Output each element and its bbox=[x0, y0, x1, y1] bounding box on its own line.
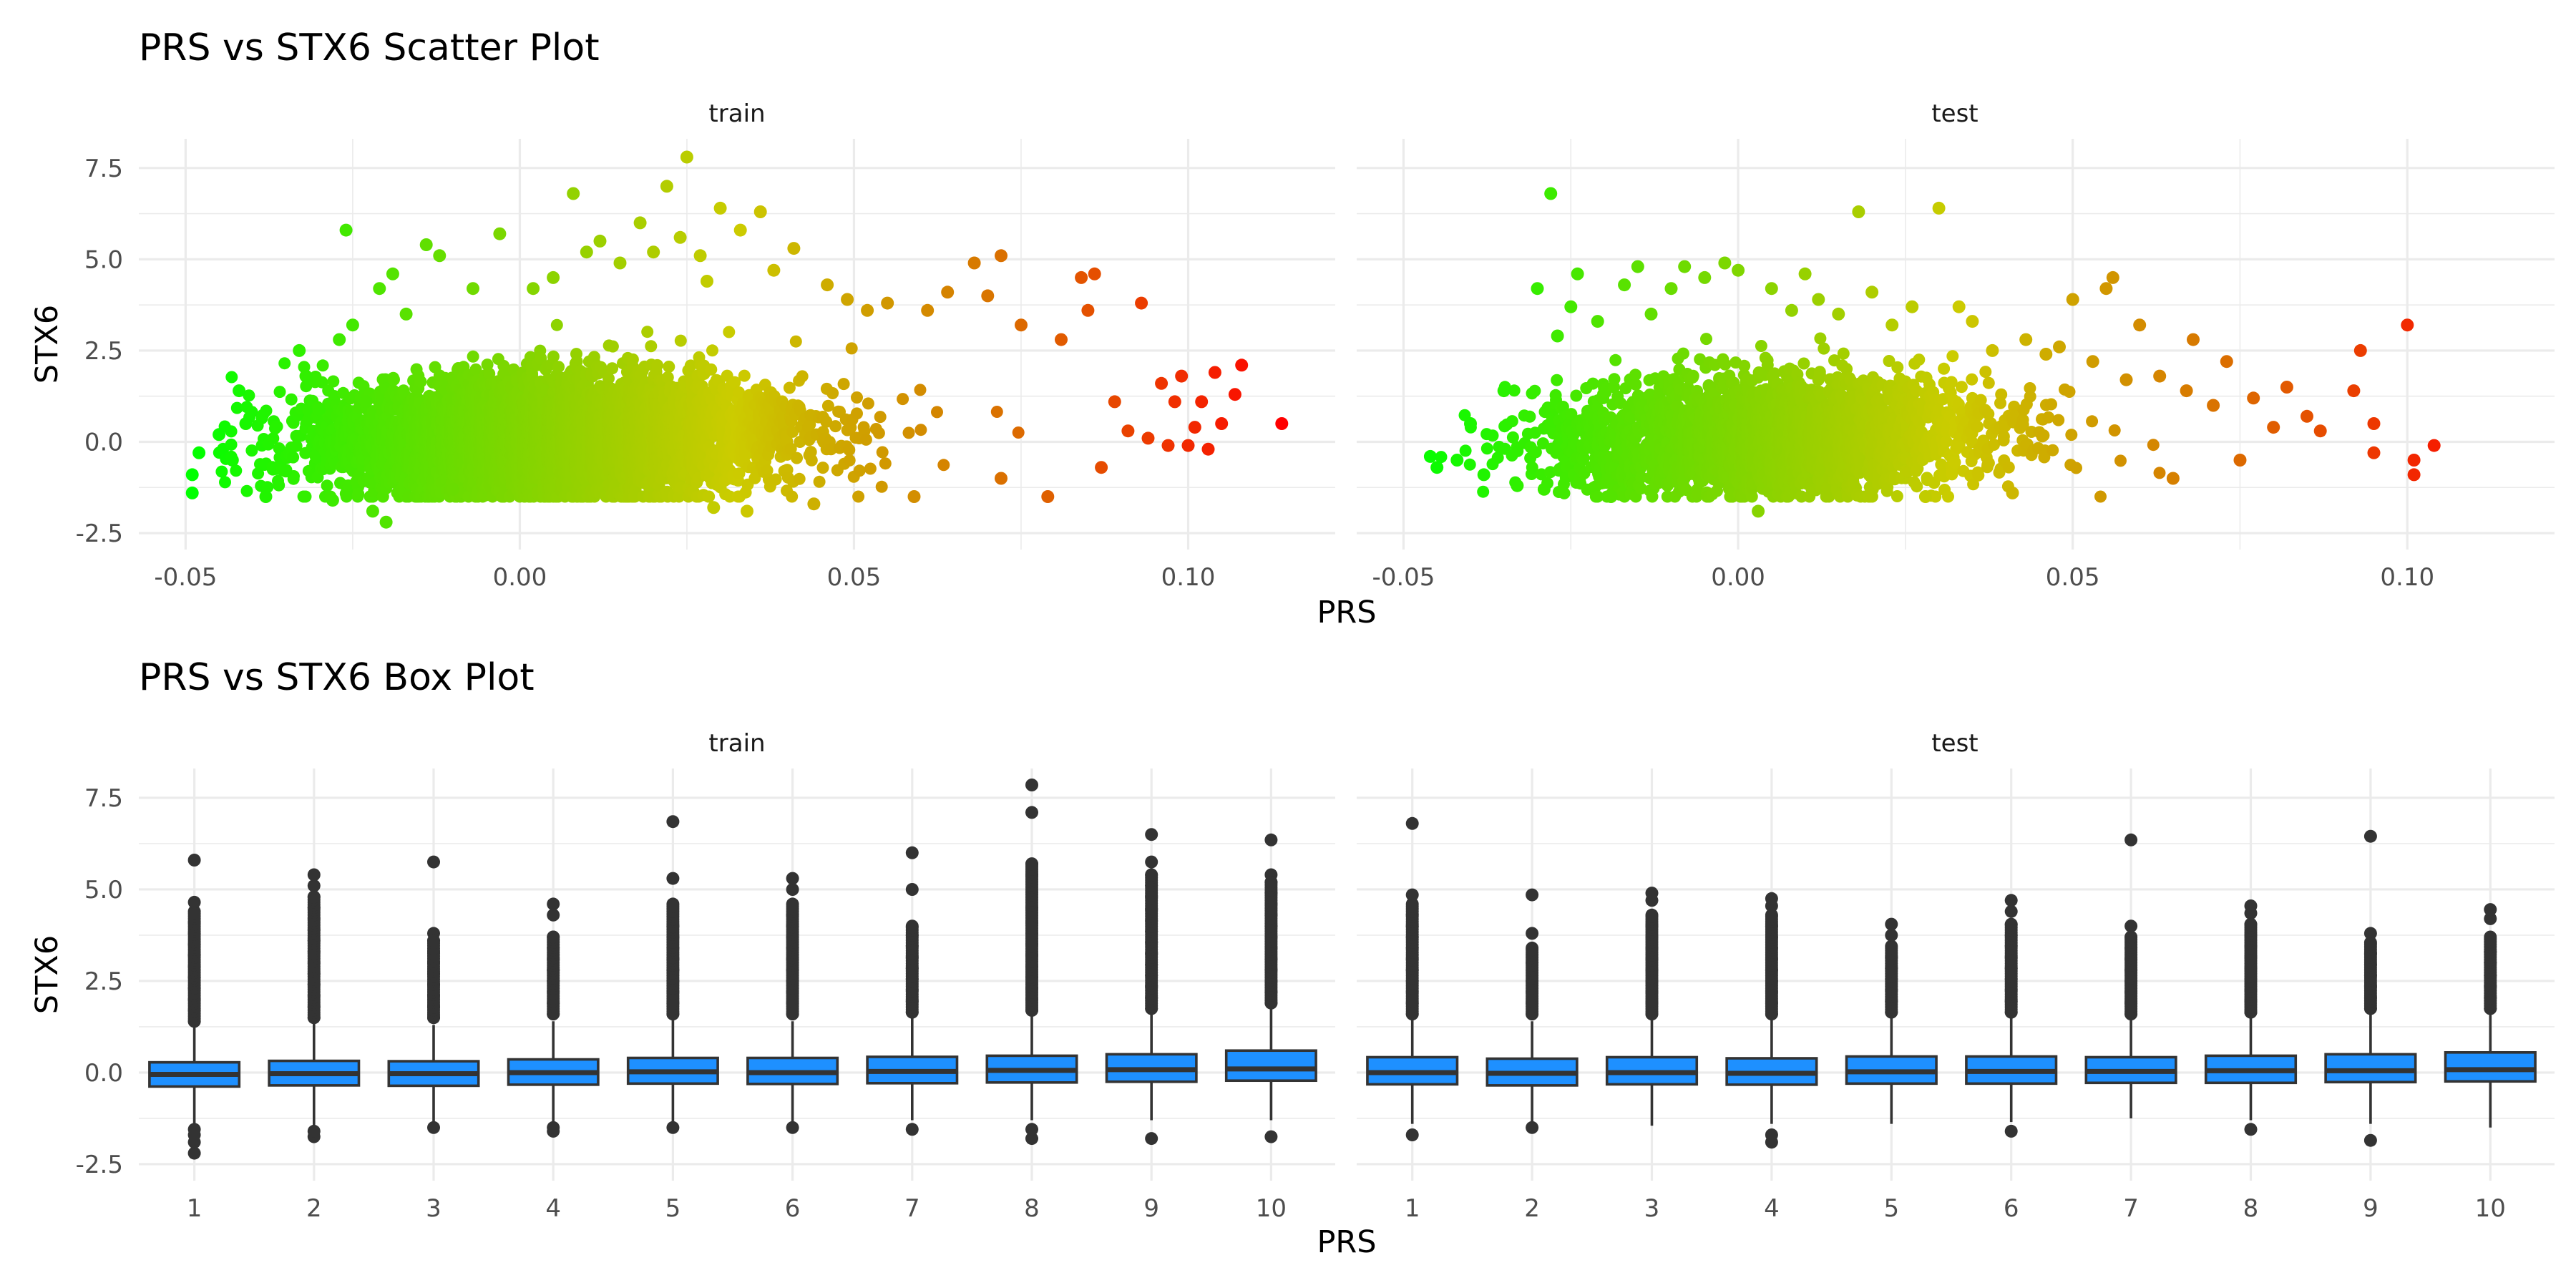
scatter-point bbox=[215, 465, 228, 478]
scatter-point bbox=[483, 367, 496, 380]
scatter-point bbox=[705, 363, 718, 376]
scatter-title: PRS vs STX6 Scatter Plot bbox=[139, 26, 600, 69]
scatter-point bbox=[481, 358, 494, 371]
scatter-point bbox=[261, 481, 274, 494]
scatter-point bbox=[273, 386, 286, 399]
scatter-point bbox=[552, 361, 565, 374]
scatter-point bbox=[267, 432, 280, 445]
scatter-point bbox=[240, 484, 253, 497]
scatter-point bbox=[278, 357, 291, 370]
scatter-point bbox=[641, 326, 654, 338]
scatter-point bbox=[245, 406, 258, 419]
scatter-point bbox=[285, 393, 298, 406]
scatter-point bbox=[663, 361, 675, 373]
scatter-point bbox=[299, 490, 312, 503]
scatter-point bbox=[467, 350, 479, 363]
scatter-point bbox=[547, 350, 560, 363]
scatter-point bbox=[706, 344, 718, 357]
scatter-point bbox=[225, 425, 238, 438]
scatter-point bbox=[225, 438, 238, 451]
scatter-point bbox=[252, 467, 265, 480]
scatter-point bbox=[626, 353, 639, 366]
scatter-point bbox=[316, 376, 328, 389]
scatter-point bbox=[290, 439, 303, 452]
scatter-point bbox=[651, 358, 663, 371]
scatter-point bbox=[645, 340, 658, 353]
scatter-point bbox=[723, 326, 736, 338]
scatter-point bbox=[287, 451, 300, 464]
scatter-point bbox=[219, 476, 231, 489]
scatter-point bbox=[388, 373, 400, 386]
scatter-point bbox=[316, 359, 329, 372]
scatter-strip-test: test bbox=[1931, 99, 1978, 128]
scatter-point bbox=[606, 362, 619, 375]
scatter-point bbox=[738, 369, 751, 382]
scatter-point bbox=[674, 334, 687, 347]
scatter-point bbox=[414, 375, 427, 388]
scatter-point bbox=[273, 479, 286, 492]
scatter-point bbox=[321, 479, 333, 492]
scatter-point bbox=[606, 340, 619, 353]
scatter-point bbox=[260, 404, 273, 417]
scatter-point bbox=[270, 420, 283, 433]
scatter-point bbox=[327, 375, 340, 388]
scatter-point bbox=[225, 371, 238, 384]
scatter-panel-train bbox=[139, 139, 1335, 550]
scatter-point bbox=[469, 363, 482, 376]
scatter-point bbox=[302, 404, 315, 417]
scatter-strip-train: train bbox=[708, 99, 765, 128]
scatter-point bbox=[550, 318, 563, 331]
scatter-point bbox=[245, 444, 258, 457]
scatter-point bbox=[230, 401, 243, 414]
scatter-point bbox=[243, 389, 255, 402]
scatter-point bbox=[230, 464, 243, 477]
scatter-point bbox=[352, 487, 365, 500]
scatter-point bbox=[703, 490, 716, 503]
